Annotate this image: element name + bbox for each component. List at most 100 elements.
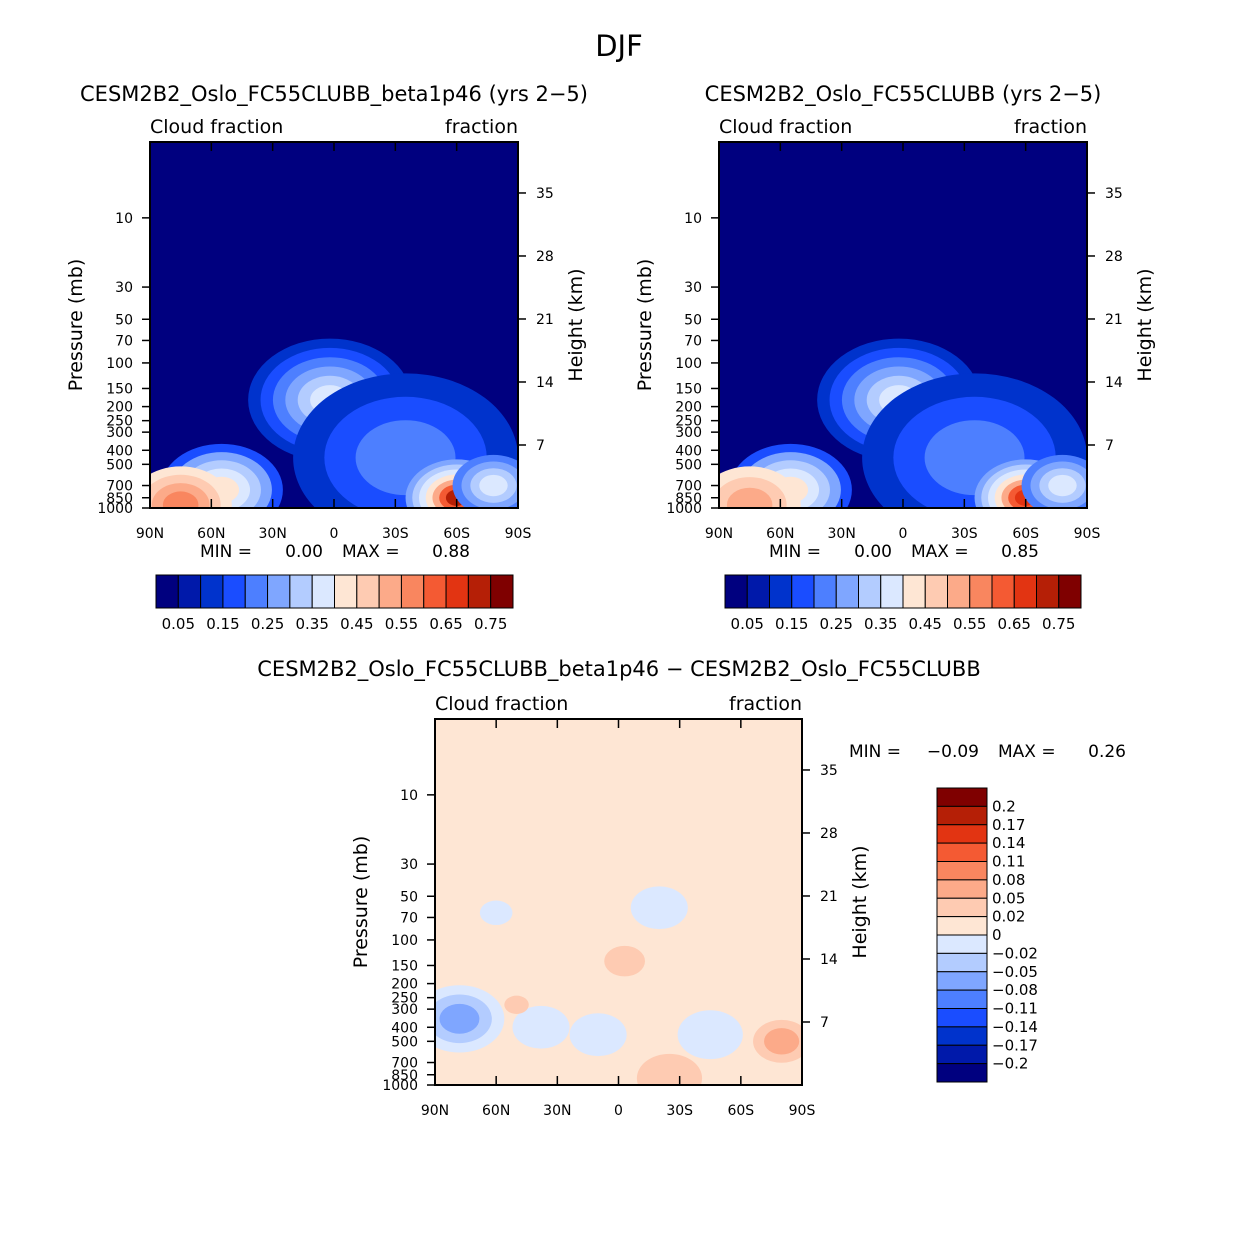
y-tick-label: 1000: [97, 501, 133, 517]
x-tick-label: 60N: [197, 526, 225, 542]
x-tick-label: 60S: [443, 526, 470, 542]
y-tick-label: 250: [106, 414, 133, 430]
panel-difference: CESM2B2_Oslo_FC55CLUBB_beta1p46 − CESM2B…: [257, 657, 1126, 1119]
x-tick-label: 90S: [505, 526, 532, 542]
contour-region: [604, 945, 646, 977]
contour-region: [726, 487, 773, 508]
top-right-label: fraction: [729, 693, 802, 715]
colorbar: 0.20.170.140.110.080.050.020−0.02−0.05−0…: [936, 787, 1038, 1083]
colorbar-label: 0.17: [992, 816, 1025, 834]
y-axis-label: Pressure (mb): [350, 836, 372, 969]
axes: 90N 60N 30N 0 30S 60S 90S103050701001502002503…: [666, 142, 1123, 542]
colorbar-label: 0.35: [295, 615, 328, 633]
colorbar-cell: [936, 824, 988, 844]
colorbar-label: −0.17: [992, 1036, 1038, 1054]
colorbar-label: −0.08: [992, 981, 1038, 999]
x-tick-label: 60N: [766, 526, 794, 542]
y-tick-label: 250: [675, 414, 702, 430]
y2-axis-label: Height (km): [1134, 268, 1156, 381]
colorbar-label: 0.65: [429, 615, 462, 633]
colorbar-cell: [936, 971, 988, 991]
contour-region: [512, 1005, 570, 1049]
colorbar-label: 0.14: [992, 834, 1025, 852]
y2-tick-label: 28: [1105, 249, 1123, 265]
y-tick-label: 30: [684, 280, 702, 296]
colorbar-cell: [222, 574, 246, 609]
axes: 90N 60N 30N 0 30S 60S 90S103050701001502002503…: [97, 142, 554, 542]
min-value: 0.00: [285, 542, 323, 562]
top-left-label: Cloud fraction: [719, 116, 852, 138]
y-axis-label: Pressure (mb): [634, 259, 656, 392]
y-tick-label: 850: [391, 1068, 418, 1084]
y-tick-label: 300: [391, 1002, 418, 1018]
colorbar-cell: [936, 934, 988, 954]
colorbar-label: 0.15: [775, 615, 808, 633]
max-value: 0.88: [432, 542, 470, 562]
y2-tick-label: 14: [820, 952, 838, 968]
y-tick-label: 850: [106, 491, 133, 507]
max-value: 0.85: [1001, 542, 1039, 562]
y-tick-label: 10: [400, 788, 418, 804]
x-tick-label: 90N: [705, 526, 733, 542]
top-left-label: Cloud fraction: [435, 693, 568, 715]
y-tick-label: 400: [106, 443, 133, 459]
colorbar-cell: [244, 574, 269, 609]
colorbar-cell: [936, 879, 988, 899]
x-tick-label: 60S: [1012, 526, 1039, 542]
x-tick-label: 30S: [382, 526, 409, 542]
colorbar-label: 0.45: [340, 615, 373, 633]
colorbar-cell: [289, 574, 313, 609]
y-tick-label: 400: [675, 443, 702, 459]
colorbar-label: 0.11: [992, 853, 1025, 871]
colorbar-cell: [1013, 574, 1037, 609]
colorbar-label: −0.02: [992, 944, 1038, 962]
x-tick-label: 0: [330, 526, 339, 542]
colorbar-cell: [445, 574, 469, 609]
y-tick-label: 300: [675, 425, 702, 441]
colorbar-label: 0.05: [731, 615, 764, 633]
max-label: MAX =: [998, 742, 1056, 762]
y2-tick-label: 14: [536, 375, 554, 391]
colorbar-cell: [356, 574, 380, 609]
y2-tick-label: 7: [1105, 438, 1114, 454]
y-tick-label: 150: [675, 381, 702, 397]
colorbar-label: 0.65: [998, 615, 1031, 633]
colorbar-label: 0.2: [992, 797, 1016, 815]
contour-region: [630, 886, 688, 930]
contour-region: [764, 1028, 800, 1055]
min-value: −0.09: [927, 742, 979, 762]
contour-region: [636, 1053, 703, 1085]
y-tick-label: 100: [391, 933, 418, 949]
y-tick-label: 300: [106, 425, 133, 441]
y2-tick-label: 21: [1105, 312, 1123, 328]
colorbar-cell: [334, 574, 358, 609]
y-tick-label: 30: [115, 280, 133, 296]
y2-tick-label: 21: [536, 312, 554, 328]
axes: 90N 60N 30N 0 30S 60S 90S103050701001502002503…: [382, 719, 838, 1119]
y2-tick-label: 28: [820, 826, 838, 842]
colorbar-cell: [467, 574, 492, 609]
colorbar-label: 0.15: [206, 615, 239, 633]
colorbar-label: 0: [992, 926, 1002, 944]
colorbar: 0.05 0.15 0.25 0.35 0.45 0.55 0.65 0.75: [155, 574, 514, 633]
colorbar-cell: [769, 574, 793, 609]
y-tick-label: 700: [675, 479, 702, 495]
colorbar-cell: [813, 574, 837, 609]
y2-tick-label: 35: [820, 763, 838, 779]
colorbar-label: 0.08: [992, 871, 1025, 889]
panel-title: CESM2B2_Oslo_FC55CLUBB_beta1p46 − CESM2B…: [257, 657, 980, 682]
colorbar-label: −0.11: [992, 1000, 1038, 1018]
y-tick-label: 1000: [666, 501, 702, 517]
contour-region: [439, 1003, 480, 1034]
y2-tick-label: 28: [536, 249, 554, 265]
colorbar-cell: [880, 574, 904, 609]
y-tick-label: 500: [675, 457, 702, 473]
top-right-label: fraction: [445, 116, 518, 138]
panel-fc55clubb: CESM2B2_Oslo_FC55CLUBB (yrs 2−5) Cloud f…: [634, 82, 1156, 633]
colorbar-cell: [936, 787, 988, 807]
y-tick-label: 70: [400, 910, 418, 926]
colorbar-label: 0.75: [1042, 615, 1075, 633]
contour-field: [719, 142, 1087, 508]
colorbar-cell: [902, 574, 926, 609]
top-right-label: fraction: [1014, 116, 1087, 138]
